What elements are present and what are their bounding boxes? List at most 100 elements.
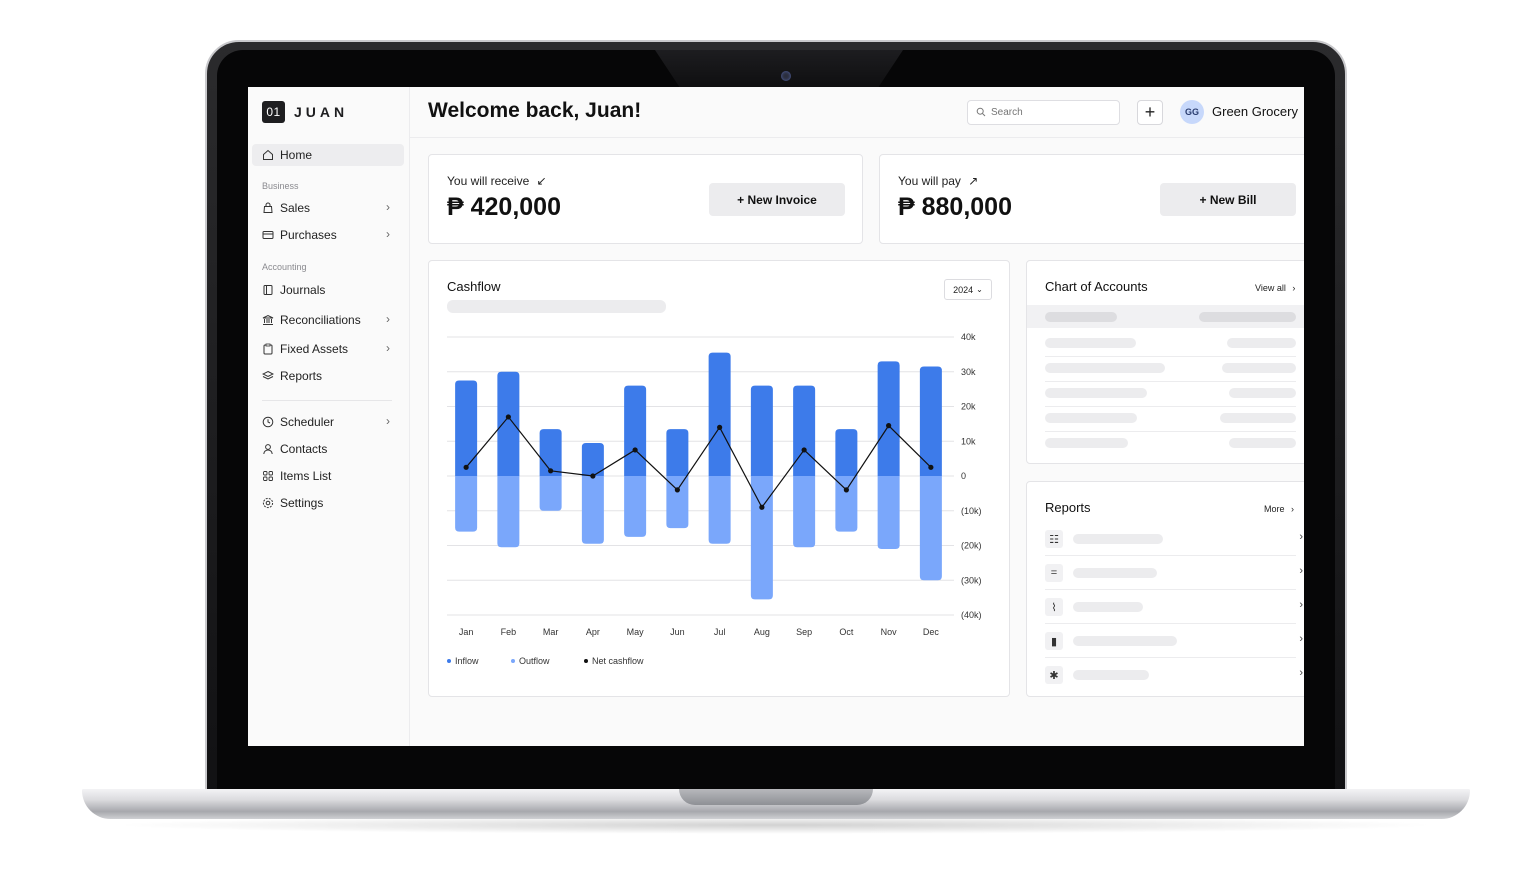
y-tick-label: 0 [961,471,966,481]
outflow-bar [835,476,858,532]
chevron-right-icon: › [386,200,390,214]
clipboard-icon [262,343,274,355]
year-select-value: 2024 [953,284,974,295]
chevron-right-icon: › [1299,531,1303,543]
inflow-bar [877,361,900,476]
sidebar-item-label: Reconciliations [280,313,361,327]
sidebar-item-label: Fixed Assets [280,342,349,356]
more-link[interactable]: More › [1264,504,1294,514]
sidebar-divider [262,400,392,401]
search-box[interactable] [967,100,1120,125]
skeleton-line [1073,534,1163,544]
row-divider [1045,406,1296,407]
receive-card: You will receive ↙ ₱ 420,000 + New Invoi… [428,154,863,244]
skeleton-line [1227,338,1296,348]
chevron-right-icon: › [1291,504,1295,514]
skeleton-line [1073,602,1143,612]
row-divider [1045,555,1296,556]
outflow-bar [581,476,604,544]
legend-net-cashflow: Net cashflow [584,656,644,666]
new-bill-button[interactable]: + New Bill [1160,183,1296,216]
y-tick-label: (30k) [961,575,982,585]
bank-icon [262,314,274,326]
x-tick-label: Oct [839,627,854,637]
clock-icon [262,416,274,428]
y-tick-label: (40k) [961,610,982,620]
organization-name[interactable]: Green Grocery [1212,104,1298,119]
pay-label-text: You will pay [898,174,961,188]
sidebar-item-journals[interactable]: Journals [252,279,404,301]
outflow-bar [877,476,900,549]
net-cashflow-point [928,464,934,470]
legend-label: Net cashflow [592,656,644,666]
list-icon: ☷ [1045,530,1063,548]
outflow-bar [708,476,731,544]
outflow-bar [624,476,647,537]
sidebar-item-items-list[interactable]: Items List [252,465,404,487]
layers-icon [262,370,274,382]
x-tick-label: Jan [459,627,474,637]
outflow-bar [793,476,816,548]
avatar[interactable]: GG [1180,100,1204,124]
chevron-right-icon: › [1299,599,1303,611]
sidebar-item-purchases[interactable]: Purchases › [252,224,404,246]
view-all-link[interactable]: View all › [1255,283,1295,293]
reports-title: Reports [1045,500,1091,515]
cashflow-chart: 40k 30k 20k 10k 0 (10k) (20k) (30k) (40k) Jan Feb M… [447,332,982,637]
logo[interactable]: 01 JUAN [262,101,348,123]
outflow-bar [497,476,520,548]
inflow-bar [793,385,816,476]
more-label: More [1264,504,1285,514]
chevron-right-icon: › [386,227,390,241]
bag-icon [262,202,274,214]
row-divider [1045,657,1296,658]
legend-dot [511,659,515,663]
chevron-right-icon: › [1292,283,1296,293]
equals-icon: = [1045,564,1063,582]
sidebar-item-contacts[interactable]: Contacts [252,438,404,460]
new-invoice-button[interactable]: + New Invoice [709,183,845,216]
sidebar-item-home[interactable]: Home [252,144,404,166]
sidebar-item-scheduler[interactable]: Scheduler › [252,411,404,433]
row-divider [1045,589,1296,590]
year-select[interactable]: 2024 ⌄ [944,279,992,300]
inflow-bar [455,380,478,476]
laptop-shadow [110,816,1440,834]
inflow-bar [497,371,520,476]
sidebar-item-settings[interactable]: Settings [252,492,404,514]
x-tick-label: Jun [670,627,685,637]
sidebar-item-reconciliations[interactable]: Reconciliations › [252,309,404,331]
sidebar-item-fixed-assets[interactable]: Fixed Assets › [252,338,404,360]
x-tick-label: Feb [501,627,517,637]
y-tick-label: 40k [961,332,976,342]
add-button[interactable]: + [1137,100,1163,125]
book-icon [262,284,274,296]
outflow-bar [919,476,942,581]
search-input[interactable] [991,107,1111,118]
chevron-right-icon: › [1299,633,1303,645]
sidebar-item-label: Sales [280,201,311,215]
inflow-bar [708,352,731,476]
camera-icon [781,71,791,81]
sidebar-item-sales[interactable]: Sales › [252,197,404,219]
receive-label-text: You will receive [447,174,530,188]
net-cashflow-point [886,423,892,429]
home-icon [262,149,274,161]
net-cashflow-point [674,487,680,493]
sidebar-item-label: Reports [280,369,323,383]
gear-icon [262,497,274,509]
sidebar: 01 JUAN Home Business Sales › Purchases … [248,87,410,746]
skeleton-line [1073,568,1157,578]
net-cashflow-point [463,464,469,470]
skeleton-line [1045,438,1128,448]
logo-badge: 01 [262,101,285,123]
cashflow-card: Cashflow 2024 ⌄ 40k 30k 20k 10k 0 (10k) (20k) (… [428,260,1010,697]
inflow-bar [835,429,858,476]
skeleton-line [1073,670,1149,680]
sidebar-item-reports[interactable]: Reports [252,365,404,387]
bar-chart-icon: ▮ [1045,632,1063,650]
pay-card: You will pay ↗ ₱ 880,000 + New Bill [879,154,1304,244]
chart-of-accounts-title: Chart of Accounts [1045,279,1148,294]
x-tick-label: Apr [586,627,600,637]
inflow-bar [624,385,647,476]
